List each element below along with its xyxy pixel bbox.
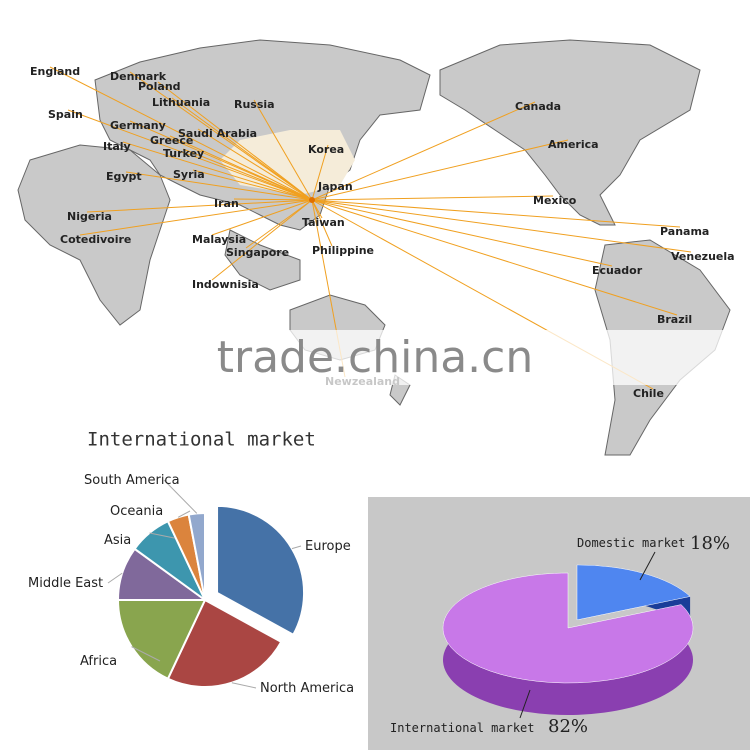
value-label: 82% bbox=[548, 716, 588, 737]
map-label: Saudi Arabia bbox=[178, 127, 257, 140]
map-label: Brazil bbox=[657, 313, 692, 326]
leader-line bbox=[291, 545, 302, 550]
leader-line bbox=[639, 551, 656, 581]
map-label: Mexico bbox=[533, 194, 577, 207]
map-label: Syria bbox=[173, 168, 205, 181]
pie-slice bbox=[187, 511, 206, 601]
slice-label: Middle East bbox=[28, 576, 103, 591]
route bbox=[197, 128, 313, 201]
route bbox=[311, 199, 678, 316]
map-label: Spain bbox=[48, 108, 83, 121]
route bbox=[157, 81, 313, 201]
leader-line bbox=[163, 479, 198, 514]
map-label: Panama bbox=[660, 225, 709, 238]
map-label: Taiwan bbox=[302, 216, 345, 229]
pie-chart: Europe North America Africa Middle East Asia… bbox=[28, 473, 354, 696]
slice-label: Domestic market bbox=[577, 536, 685, 550]
route bbox=[182, 148, 313, 201]
slice-label: International market bbox=[390, 721, 535, 735]
map-label: Singapore bbox=[226, 246, 289, 259]
route bbox=[311, 195, 554, 201]
route bbox=[311, 199, 613, 267]
map-label: Turkey bbox=[163, 147, 204, 160]
map-label: England bbox=[30, 65, 80, 78]
map-label: Korea bbox=[308, 143, 344, 156]
pie-title: International market bbox=[87, 429, 316, 451]
route bbox=[67, 109, 313, 201]
eurasia bbox=[94, 39, 431, 231]
africa bbox=[17, 144, 171, 326]
leader-line bbox=[177, 510, 191, 518]
map-label: Malaysia bbox=[192, 233, 246, 246]
leader-line bbox=[519, 689, 531, 719]
north-america bbox=[439, 39, 701, 226]
route bbox=[192, 169, 313, 201]
route bbox=[311, 144, 329, 201]
map-label: Cotedivoire bbox=[60, 233, 131, 246]
hub bbox=[309, 197, 315, 203]
map-label: Greece bbox=[150, 134, 193, 147]
route bbox=[129, 71, 313, 201]
route bbox=[86, 199, 313, 213]
route bbox=[79, 199, 313, 236]
watermark: trade.china.cn bbox=[217, 332, 534, 383]
route bbox=[169, 135, 313, 201]
map-label: America bbox=[548, 138, 599, 151]
map-label: Nigeria bbox=[67, 210, 112, 223]
map-label: Poland bbox=[138, 80, 181, 93]
slice-label: Africa bbox=[80, 654, 117, 669]
route bbox=[253, 99, 313, 201]
southeast-asia bbox=[224, 229, 301, 291]
value-label: 18% bbox=[690, 533, 730, 554]
map-label: Germany bbox=[110, 119, 166, 132]
route bbox=[211, 199, 313, 236]
leader-line bbox=[231, 682, 257, 689]
watermark-band bbox=[60, 330, 750, 385]
map-label: Philippine bbox=[312, 244, 374, 257]
map-label: Venezuela bbox=[671, 250, 735, 263]
slice-label: North America bbox=[260, 681, 354, 696]
map-label: Iran bbox=[214, 197, 239, 210]
map-label: Russia bbox=[234, 98, 275, 111]
slice-label: Asia bbox=[104, 533, 131, 548]
pie-slice bbox=[166, 598, 283, 688]
pie3d-chart: Domestic market 18% International market 82… bbox=[390, 533, 730, 737]
slice-label: Europe bbox=[305, 539, 351, 554]
leader-line bbox=[131, 646, 161, 662]
route bbox=[311, 101, 536, 201]
leader-line bbox=[107, 572, 123, 584]
route bbox=[233, 198, 313, 201]
route bbox=[245, 199, 313, 249]
pie3d-slice bbox=[442, 572, 694, 684]
map-label: Canada bbox=[515, 100, 561, 113]
map-label: Egypt bbox=[106, 170, 142, 183]
map-label: Italy bbox=[103, 140, 131, 153]
route bbox=[311, 199, 333, 247]
slice-label: Oceania bbox=[110, 504, 163, 519]
map-label: Ecuador bbox=[592, 264, 643, 277]
route bbox=[122, 141, 313, 201]
map-label: Lithuania bbox=[152, 96, 210, 109]
route bbox=[125, 171, 313, 201]
map-label: Indownisia bbox=[192, 278, 259, 291]
route bbox=[211, 199, 313, 281]
route bbox=[49, 66, 313, 201]
map-label: Chile bbox=[633, 387, 664, 400]
map-label: Japan bbox=[317, 180, 353, 193]
slice-label: South America bbox=[84, 473, 180, 488]
route bbox=[311, 199, 681, 228]
route bbox=[311, 139, 569, 201]
route bbox=[311, 199, 692, 253]
route bbox=[171, 97, 313, 201]
map-label: Denmark bbox=[110, 70, 167, 83]
